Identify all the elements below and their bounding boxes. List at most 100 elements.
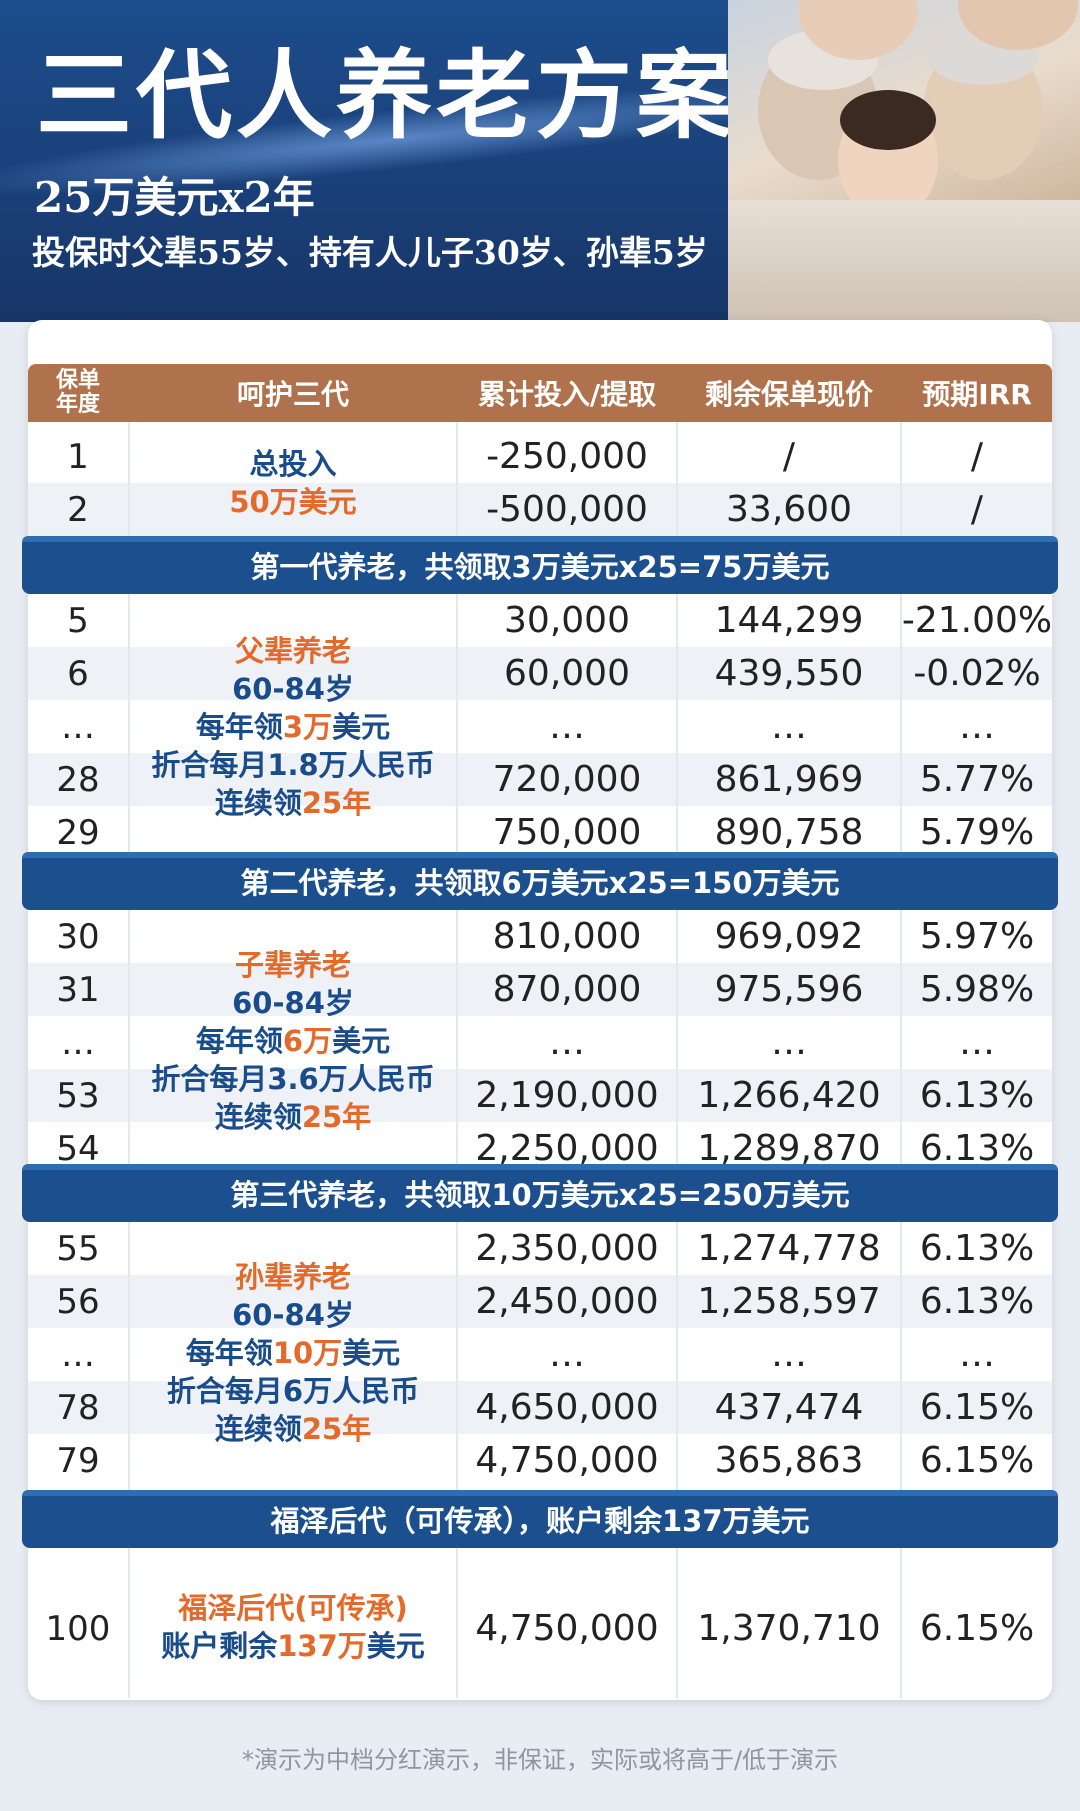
table-row xyxy=(28,753,1052,806)
cell-value: 861,969 xyxy=(714,759,864,800)
cell-irr: -0.02% xyxy=(913,653,1041,694)
gen1-desc-yearly: 每年领3万美元 xyxy=(195,710,391,744)
cell-value: 1,274,778 xyxy=(697,1228,881,1269)
cell-value: … xyxy=(771,1022,807,1063)
column-divider xyxy=(900,422,902,536)
col-header-cash-value: 剩余保单现价 xyxy=(704,378,873,411)
intro-desc-line1: 总投入 xyxy=(249,447,337,481)
cell-value: 890,758 xyxy=(714,812,864,853)
gen1-desc-age: 60-84岁 xyxy=(232,672,354,706)
gen3-desc-name: 孙辈养老 xyxy=(234,1260,351,1294)
section-banner-legacy: 福泽后代（可传承），账户剩余137万美元 xyxy=(22,1490,1058,1548)
cell-amount: 30,000 xyxy=(504,600,630,641)
table-row xyxy=(28,1275,1052,1328)
table-row xyxy=(28,1381,1052,1434)
cell-amount: -250,000 xyxy=(486,436,648,477)
column-divider xyxy=(128,1222,130,1490)
section-banner-gen1: 第一代养老，共领取3万美元x25=75万美元 xyxy=(22,536,1058,594)
column-divider xyxy=(128,910,130,1164)
cell-year: 54 xyxy=(56,1128,100,1169)
gen2-desc: 子辈养老 60-84岁 每年领6万美元 折合每月3.6万人民币 连续领25年 xyxy=(130,914,456,1168)
cell-year: 78 xyxy=(56,1387,100,1428)
cell-year: … xyxy=(61,1334,95,1375)
column-divider xyxy=(456,910,458,1164)
column-divider xyxy=(900,910,902,1164)
gen3-desc: 孙辈养老 60-84岁 每年领10万美元 折合每月6万人民币 连续领25年 xyxy=(130,1226,456,1480)
cell-value: 1,258,597 xyxy=(697,1281,881,1322)
col-header-year: 保单 年度 xyxy=(28,364,128,422)
cell-year: 6 xyxy=(67,653,89,694)
cell-amount: 2,450,000 xyxy=(475,1281,659,1322)
column-divider xyxy=(128,1548,130,1698)
table-row xyxy=(28,963,1052,1016)
cell-year: 100 xyxy=(45,1608,111,1649)
legacy-desc-line1: 福泽后代(可传承) xyxy=(178,1591,408,1625)
cell-value: 1,266,420 xyxy=(697,1075,881,1116)
cell-amount: 2,190,000 xyxy=(475,1075,659,1116)
column-divider xyxy=(900,1222,902,1490)
cell-irr: 6.15% xyxy=(919,1608,1035,1649)
legacy-desc: 福泽后代(可传承) 账户剩余137万美元 xyxy=(130,1548,456,1706)
cell-irr: 5.77% xyxy=(919,759,1035,800)
cell-irr: 5.97% xyxy=(919,916,1035,957)
cell-irr: 5.98% xyxy=(919,969,1035,1010)
cell-value: 969,092 xyxy=(714,916,864,957)
cell-value: 439,550 xyxy=(714,653,864,694)
cell-year: … xyxy=(61,1022,95,1063)
cell-value: … xyxy=(771,1334,807,1375)
cell-irr: 6.15% xyxy=(919,1440,1035,1481)
section-banner-gen3: 第三代养老，共领取10万美元x25=250万美元 xyxy=(22,1164,1058,1222)
gen3-desc-monthly: 折合每月6万人民币 xyxy=(166,1374,420,1408)
gen3-desc-continuous: 连续领25年 xyxy=(214,1412,372,1446)
gen3-desc-yearly: 每年领10万美元 xyxy=(185,1336,401,1370)
cell-year: 29 xyxy=(56,812,100,853)
column-divider xyxy=(456,1548,458,1698)
cell-amount: … xyxy=(549,1022,585,1063)
gen2-desc-monthly: 折合每月3.6万人民币 xyxy=(151,1062,435,1096)
cell-year: 56 xyxy=(56,1281,100,1322)
cell-irr: 5.79% xyxy=(919,812,1035,853)
table-row xyxy=(28,483,1052,536)
cell-value: 1,370,710 xyxy=(697,1608,881,1649)
intro-desc-line2: 50万美元 xyxy=(229,485,357,519)
column-divider xyxy=(676,594,678,852)
column-divider xyxy=(900,1548,902,1698)
table-row xyxy=(28,1069,1052,1122)
cell-year: 30 xyxy=(56,916,100,957)
column-divider xyxy=(676,1548,678,1698)
cell-amount: … xyxy=(549,1334,585,1375)
column-divider xyxy=(128,422,130,536)
gen1-desc-monthly: 折合每月1.8万人民币 xyxy=(151,748,435,782)
gen2-desc-yearly: 每年领6万美元 xyxy=(195,1024,391,1058)
column-divider xyxy=(456,422,458,536)
cell-amount: -500,000 xyxy=(486,489,648,530)
column-divider xyxy=(676,1222,678,1490)
cell-amount: 4,650,000 xyxy=(475,1387,659,1428)
gen1-desc-name: 父辈养老 xyxy=(234,634,351,668)
cell-amount: 4,750,000 xyxy=(475,1440,659,1481)
col-header-irr: 预期IRR xyxy=(922,378,1032,411)
column-divider xyxy=(456,594,458,852)
gen3-desc-age: 60-84岁 xyxy=(232,1298,354,1332)
column-divider xyxy=(676,422,678,536)
cell-year: 79 xyxy=(56,1440,100,1481)
column-divider xyxy=(900,594,902,852)
column-divider xyxy=(676,910,678,1164)
col-header-year-line1: 保单 xyxy=(55,368,100,393)
gen2-desc-name: 子辈养老 xyxy=(234,948,351,982)
cell-irr: 6.15% xyxy=(919,1387,1035,1428)
gen1-desc: 父辈养老 60-84岁 每年领3万美元 折合每月1.8万人民币 连续领25年 xyxy=(130,600,456,854)
col-header-generations: 呵护三代 xyxy=(236,378,349,411)
cell-irr: … xyxy=(959,1334,995,1375)
cell-value: 33,600 xyxy=(726,489,852,530)
cell-amount: 720,000 xyxy=(492,759,642,800)
cell-irr: -21.00% xyxy=(901,600,1053,641)
cell-irr: … xyxy=(959,706,995,747)
gen1-desc-continuous: 连续领25年 xyxy=(214,786,372,820)
cell-year: 55 xyxy=(56,1228,100,1269)
page-title: 三代人养老方案 xyxy=(36,39,736,152)
cell-irr: … xyxy=(959,1022,995,1063)
cell-amount: 2,250,000 xyxy=(475,1128,659,1169)
col-header-cumulative: 累计投入/提取 xyxy=(477,378,657,411)
cell-year: 53 xyxy=(56,1075,100,1116)
